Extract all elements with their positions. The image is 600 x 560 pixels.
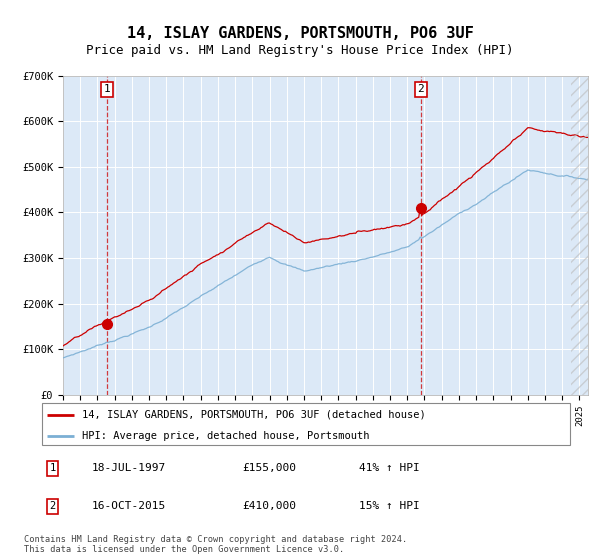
Text: Price paid vs. HM Land Registry's House Price Index (HPI): Price paid vs. HM Land Registry's House … — [86, 44, 514, 57]
Text: 2: 2 — [49, 501, 56, 511]
Text: 1: 1 — [103, 84, 110, 94]
Text: 41% ↑ HPI: 41% ↑ HPI — [359, 463, 419, 473]
Text: 18-JUL-1997: 18-JUL-1997 — [92, 463, 166, 473]
Text: 14, ISLAY GARDENS, PORTSMOUTH, PO6 3UF (detached house): 14, ISLAY GARDENS, PORTSMOUTH, PO6 3UF (… — [82, 409, 425, 419]
Text: 1: 1 — [49, 463, 56, 473]
Text: £410,000: £410,000 — [242, 501, 296, 511]
Text: Contains HM Land Registry data © Crown copyright and database right 2024.
This d: Contains HM Land Registry data © Crown c… — [24, 535, 407, 554]
Text: 15% ↑ HPI: 15% ↑ HPI — [359, 501, 419, 511]
Text: 2: 2 — [418, 84, 424, 94]
Text: 14, ISLAY GARDENS, PORTSMOUTH, PO6 3UF: 14, ISLAY GARDENS, PORTSMOUTH, PO6 3UF — [127, 26, 473, 41]
Text: HPI: Average price, detached house, Portsmouth: HPI: Average price, detached house, Port… — [82, 431, 369, 441]
Text: £155,000: £155,000 — [242, 463, 296, 473]
FancyBboxPatch shape — [42, 403, 570, 445]
Text: 16-OCT-2015: 16-OCT-2015 — [92, 501, 166, 511]
Bar — [571, 76, 596, 395]
